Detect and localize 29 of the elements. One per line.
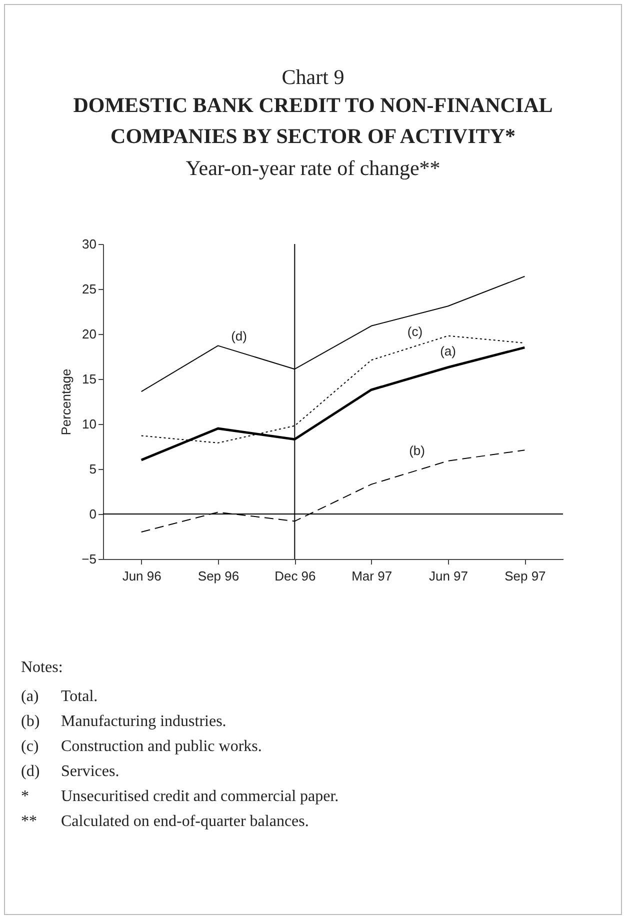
y-axis-title: Percentage bbox=[58, 368, 74, 436]
y-tick-label: 5 bbox=[89, 462, 96, 476]
y-tick-label: −5 bbox=[82, 552, 96, 566]
x-tick-label: Sep 97 bbox=[504, 568, 546, 584]
text: (c) Construction and public works. bbox=[21, 738, 262, 755]
x-tick-label: Dec 96 bbox=[274, 568, 316, 584]
series-label: (b) bbox=[409, 442, 425, 458]
series-label: (a) bbox=[440, 343, 456, 358]
caption: Chart 9 bbox=[280, 65, 346, 90]
text: Notes: bbox=[21, 658, 64, 678]
y-tick-label: 30 bbox=[82, 236, 96, 252]
text: * Unsecuritised credit and commercial paper. bbox=[21, 788, 339, 805]
x-tick-label: Jun 96 bbox=[122, 568, 162, 584]
chart-subtitle: Year-on-year rate of change** bbox=[184, 156, 442, 181]
x-tick-label: Sep 96 bbox=[198, 568, 240, 584]
x-tick-label: Jun 97 bbox=[428, 568, 468, 584]
y-tick-label: 0 bbox=[89, 506, 96, 522]
y-tick-label: 15 bbox=[82, 372, 96, 386]
text: (b) Manufacturing industries. bbox=[21, 713, 226, 730]
series-label: (c) bbox=[407, 324, 423, 339]
y-tick-label: 10 bbox=[82, 416, 96, 432]
y-tick-label: 20 bbox=[82, 326, 96, 342]
series-label: (d) bbox=[231, 328, 247, 344]
chart-title: DOMESTIC BANK CREDIT TO NON-FINANCIAL COMPANIES BY SECTOR OF ACTIVITY* bbox=[72, 92, 554, 150]
y-tick-label: 25 bbox=[82, 282, 96, 296]
text: (a) Total. bbox=[21, 688, 98, 705]
text: (d) Services. bbox=[21, 763, 120, 780]
x-tick-label: Mar 97 bbox=[352, 568, 392, 584]
text: ** Calculated on end-of-quarter balances. bbox=[21, 813, 309, 830]
